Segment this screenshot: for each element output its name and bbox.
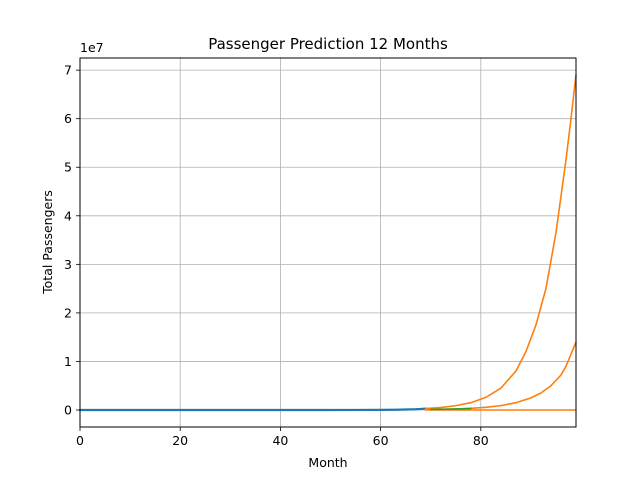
series-lines <box>78 74 577 412</box>
y-tick-label: 1 <box>64 354 72 369</box>
y-axis-ticks: 0 1 2 3 4 5 6 7 <box>64 63 80 418</box>
y-tick-label: 0 <box>64 403 72 418</box>
x-tick-label: 80 <box>473 433 489 448</box>
x-tick-label: 20 <box>172 433 188 448</box>
series-line-2 <box>424 74 577 410</box>
x-axis-ticks: 0 20 40 60 80 <box>76 427 489 448</box>
series-line-5 <box>429 407 472 411</box>
x-tick-label: 40 <box>272 433 288 448</box>
y-tick-label: 2 <box>64 305 72 320</box>
y-offset-label: 1e7 <box>80 40 104 55</box>
y-axis-label: Total Passengers <box>40 190 55 295</box>
y-tick-label: 7 <box>64 63 72 78</box>
y-tick-label: 3 <box>64 257 72 272</box>
y-tick-label: 5 <box>64 160 72 175</box>
y-tick-label: 4 <box>64 208 72 223</box>
plot-frame <box>79 57 577 428</box>
series-line-1 <box>78 407 427 412</box>
chart-title: Passenger Prediction 12 Months <box>208 35 448 53</box>
y-tick-label: 6 <box>64 111 72 126</box>
x-tick-label: 60 <box>373 433 389 448</box>
x-tick-label: 0 <box>76 433 84 448</box>
x-axis-label: Month <box>308 455 347 470</box>
